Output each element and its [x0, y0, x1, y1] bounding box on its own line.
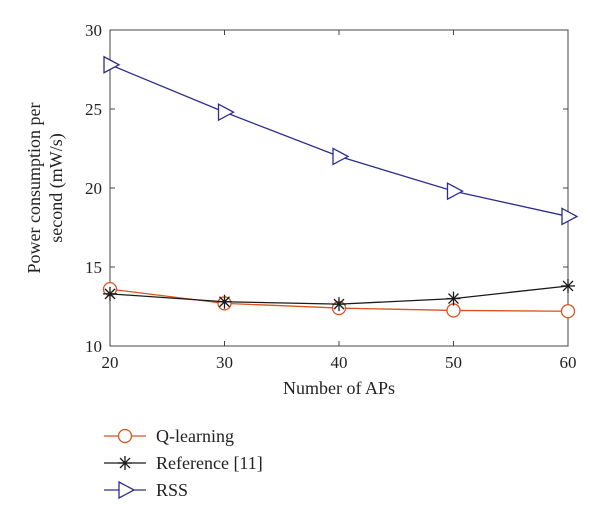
- y-tick-label: 20: [85, 179, 102, 198]
- legend-item: Q-learning: [104, 426, 234, 446]
- series-reference-11: [103, 278, 575, 312]
- legend-label: Reference [11]: [156, 453, 263, 473]
- plot-area: [109, 29, 569, 347]
- x-axis-ticks: 20 30 40 50 60: [102, 30, 577, 372]
- x-tick-label: 20: [102, 353, 119, 372]
- data-point: [561, 278, 575, 293]
- legend-marker: [117, 428, 133, 444]
- data-point: [217, 294, 232, 309]
- data-point: [560, 304, 576, 319]
- data-point: [446, 291, 461, 306]
- x-tick-label: 40: [331, 353, 348, 372]
- x-tick-label: 60: [560, 353, 577, 372]
- legend-marker: [118, 456, 132, 470]
- x-tick-label: 50: [445, 353, 462, 372]
- x-axis-label: Number of APs: [283, 378, 395, 398]
- data-point: [332, 297, 346, 312]
- y-axis-label: Power consumption per second (mW/s): [24, 103, 67, 274]
- series-rss: [103, 55, 579, 226]
- data-point: [217, 103, 235, 122]
- legend: Q-learning Reference [11] RSS: [104, 426, 263, 500]
- y-tick-label: 30: [85, 21, 102, 40]
- legend-label: Q-learning: [156, 426, 234, 446]
- y-axis-label-line1: Power consumption per: [24, 103, 44, 274]
- data-point: [446, 182, 464, 201]
- legend-item: Reference [11]: [104, 453, 263, 473]
- y-axis-ticks: 10 15 20 25 30: [85, 21, 568, 356]
- y-tick-label: 10: [85, 337, 102, 356]
- legend-marker: [118, 480, 136, 500]
- data-point: [446, 303, 461, 318]
- legend-item: RSS: [104, 480, 188, 500]
- x-tick-label: 30: [216, 353, 233, 372]
- data-point: [332, 147, 350, 166]
- legend-label: RSS: [156, 480, 188, 500]
- series-layer: [102, 55, 579, 319]
- data-point: [561, 207, 579, 226]
- data-point: [103, 286, 117, 301]
- y-tick-label: 25: [85, 100, 102, 119]
- y-axis-label-line2: second (mW/s): [46, 133, 67, 242]
- y-tick-label: 15: [85, 258, 102, 277]
- data-point: [103, 55, 121, 74]
